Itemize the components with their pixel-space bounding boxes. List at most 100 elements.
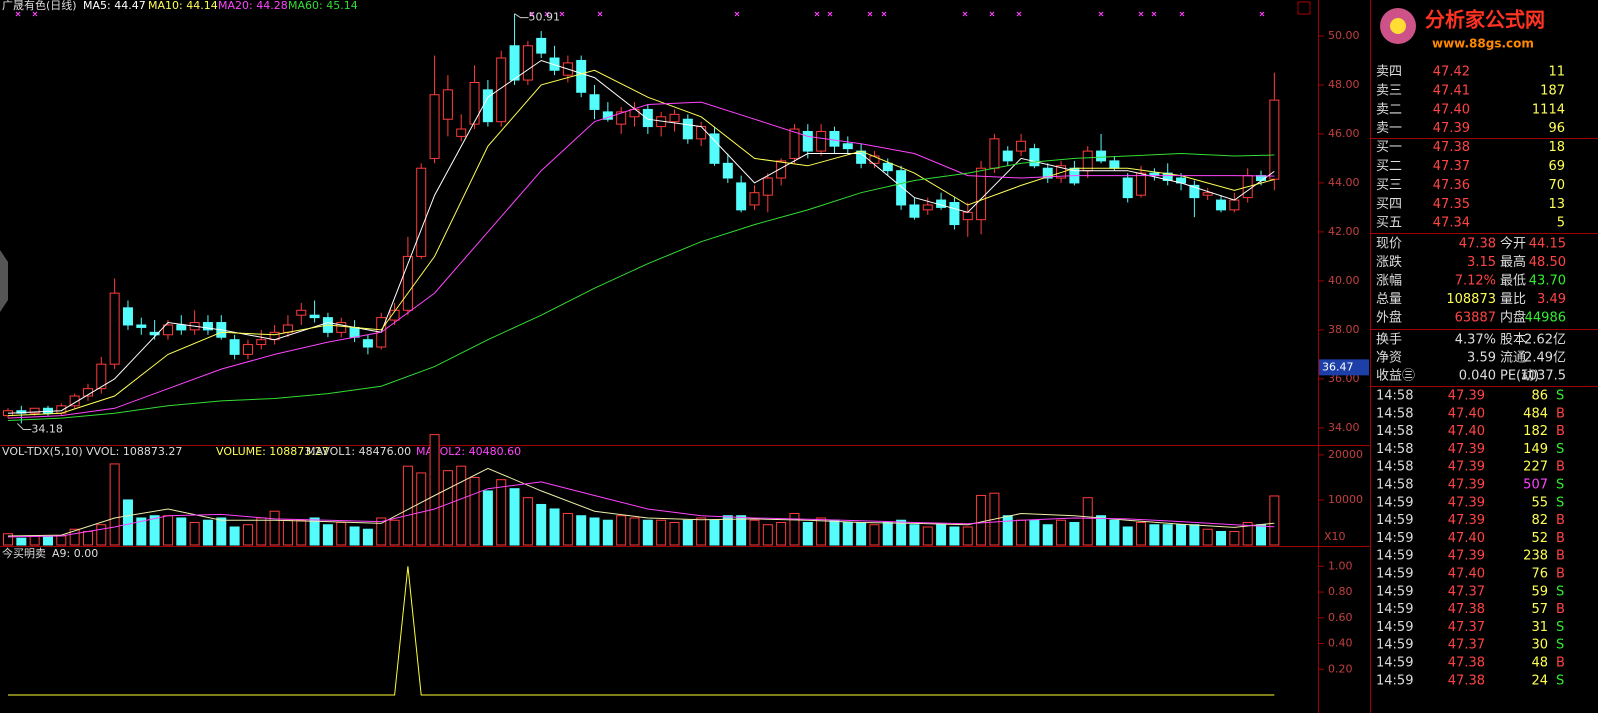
- volume-bar: [296, 519, 307, 546]
- volume-bar: [202, 519, 213, 546]
- tick-side: S: [1556, 584, 1564, 599]
- volume-bar: [349, 526, 360, 546]
- candle-body: [789, 128, 800, 159]
- volume-bar: [722, 515, 733, 546]
- candle-body: [176, 324, 187, 331]
- volume-bar: [1242, 521, 1253, 546]
- volume-bar: [616, 515, 627, 546]
- quote-label: 今开: [1500, 236, 1526, 252]
- volume-bar: [656, 519, 667, 546]
- volume-bar: [42, 536, 53, 546]
- tick-price: 47.39: [1448, 460, 1485, 475]
- tick-volume: 30: [1531, 638, 1548, 653]
- quote-label: 净资: [1376, 351, 1402, 366]
- candle-body: [722, 162, 733, 179]
- candle-body: [736, 182, 747, 211]
- tick-volume: 57: [1531, 602, 1548, 617]
- tick-side: B: [1556, 513, 1565, 528]
- chart-title: 广晟有色(日线): [2, 0, 77, 12]
- candle-body: [122, 307, 133, 326]
- candle-body: [709, 133, 720, 164]
- candle-body: [1056, 165, 1067, 179]
- book-volume: 18: [1548, 140, 1565, 155]
- volume-bar: [1096, 515, 1107, 546]
- tick-volume: 59: [1531, 584, 1548, 599]
- y-tick-label: 34.00: [1328, 421, 1360, 434]
- candle-body: [829, 130, 840, 147]
- tick-time: 14:58: [1376, 460, 1413, 475]
- tick-side: S: [1556, 495, 1564, 510]
- tick-time: 14:59: [1376, 602, 1413, 617]
- volume-bar: [69, 528, 80, 546]
- quote-value: 0.040: [1459, 369, 1496, 384]
- volume-bar: [309, 517, 320, 546]
- volume-bar: [1082, 497, 1093, 546]
- candle-body: [429, 94, 440, 159]
- tick-time: 14:58: [1376, 424, 1413, 439]
- candle-body: [989, 138, 1000, 169]
- tick-price: 47.38: [1448, 602, 1485, 617]
- volume-bar: [456, 465, 467, 546]
- volume-bar: [1229, 530, 1240, 546]
- tick-side: S: [1556, 673, 1564, 688]
- tick-time: 14:59: [1376, 656, 1413, 671]
- window-button[interactable]: [1297, 1, 1311, 15]
- tick-volume: 238: [1523, 549, 1548, 564]
- volume-bar: [682, 519, 693, 546]
- volume-bar: [602, 519, 613, 546]
- volume-bar: [802, 521, 813, 546]
- quote-value: 3.59: [1467, 351, 1496, 366]
- volume-bar: [256, 517, 267, 546]
- tick-side: S: [1556, 442, 1564, 457]
- volume-bar: [829, 519, 840, 546]
- candle-body: [496, 57, 507, 123]
- candle-body: [1109, 160, 1120, 169]
- volume-bar: [469, 476, 480, 546]
- tick-volume: 82: [1531, 513, 1548, 528]
- y-tick-label: 46.00: [1328, 127, 1360, 140]
- candle-body: [1162, 172, 1173, 181]
- side-handle[interactable]: [0, 250, 8, 312]
- volume-bar: [136, 517, 147, 546]
- volume-bar: [3, 533, 13, 546]
- book-label: 卖一: [1376, 121, 1402, 136]
- book-volume: 1114: [1532, 102, 1565, 117]
- volume-bar: [1136, 521, 1147, 546]
- quote-value: 1037.5: [1521, 369, 1567, 384]
- volume-bar: [896, 519, 907, 546]
- book-price: 47.38: [1433, 140, 1470, 155]
- tick-volume: 76: [1531, 567, 1548, 582]
- volume-bar: [936, 524, 947, 546]
- tick-side: B: [1556, 460, 1565, 475]
- tick-side: B: [1556, 406, 1565, 421]
- volume-bar: [1202, 528, 1213, 546]
- quote-value: 47.38: [1459, 237, 1496, 252]
- volume-bar: [416, 472, 427, 546]
- quote-label: 涨跌: [1376, 254, 1402, 270]
- candle-body: [456, 128, 467, 137]
- indicator-label: VVOL: 108873.27: [86, 445, 182, 458]
- volume-bar: [402, 465, 413, 546]
- volume-bar: [589, 517, 600, 546]
- y-tick-label: 10000: [1328, 493, 1363, 506]
- book-volume: 5: [1557, 216, 1565, 231]
- volume-bar: [189, 521, 200, 546]
- candle-body: [282, 324, 293, 333]
- volume-bar: [1029, 519, 1040, 546]
- candle-body: [469, 82, 480, 125]
- tick-volume: 182: [1523, 424, 1548, 439]
- candle-body: [842, 143, 853, 150]
- candle-body: [1189, 184, 1200, 199]
- tick-side: S: [1556, 478, 1564, 493]
- tick-volume: 227: [1523, 460, 1548, 475]
- quote-label: 内盘: [1500, 310, 1526, 326]
- volume-bar: [82, 530, 93, 546]
- candle-body: [522, 45, 533, 81]
- quote-label: 最高: [1500, 254, 1526, 270]
- volume-bar: [549, 508, 560, 546]
- volume-bar: [642, 519, 653, 546]
- candle-body: [149, 331, 160, 336]
- indicator-label: A9: 0.00: [52, 547, 98, 560]
